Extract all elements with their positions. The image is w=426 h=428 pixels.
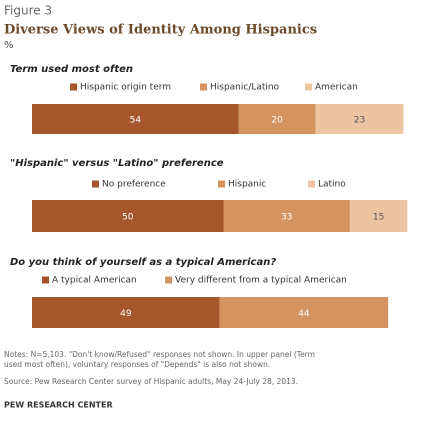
legend-label: Hispanic/Latino [210, 83, 280, 93]
legend-swatch [70, 83, 77, 91]
panel-title: "Hispanic" versus "Latino" preference [10, 158, 224, 169]
legend-label: American [315, 83, 358, 93]
bar-segment [32, 200, 224, 232]
source: Source: Pew Research Center survey of Hi… [4, 377, 298, 386]
bar-segment [238, 104, 316, 134]
bar-segment [349, 200, 408, 232]
data-label: 15 [373, 213, 384, 223]
title: Diverse Views of Identity Among Hispanic… [4, 23, 317, 38]
legend-label: A typical American [52, 276, 137, 286]
panel-title: Term used most often [10, 64, 133, 75]
legend-swatch [165, 276, 172, 284]
legend-label: Latino [318, 180, 346, 190]
bar-segment [32, 104, 239, 134]
bar-segment [223, 200, 350, 232]
legend-label: No preference [102, 180, 166, 190]
data-label: 49 [120, 309, 132, 319]
bar-segment [315, 104, 404, 134]
legend-swatch [200, 83, 207, 91]
bar-segment [32, 297, 220, 328]
legend-label: Very different from a typical American [175, 276, 347, 286]
legend-swatch [308, 180, 315, 188]
legend-swatch [92, 180, 99, 188]
data-label: 50 [122, 213, 134, 223]
figure-label: Figure 3 [4, 4, 52, 18]
panel-title: Do you think of yourself as a typical Am… [10, 257, 276, 268]
legend-label: Hispanic [228, 180, 266, 190]
footer: PEW RESEARCH CENTER [4, 401, 113, 410]
data-label: 20 [271, 116, 283, 126]
note: Notes: N=5,103. "Don't know/Refused" res… [4, 350, 315, 359]
bar-segment [219, 297, 389, 328]
note: used most often), voluntary responses of… [4, 360, 270, 369]
data-label: 23 [354, 116, 365, 126]
data-label: 54 [130, 116, 142, 126]
subtitle: % [4, 40, 14, 51]
data-label: 44 [298, 309, 310, 319]
data-label: 33 [281, 213, 292, 223]
legend-label: Hispanic origin term [80, 83, 171, 93]
legend-swatch [42, 276, 49, 284]
legend-swatch [305, 83, 312, 91]
legend-swatch [218, 180, 225, 188]
